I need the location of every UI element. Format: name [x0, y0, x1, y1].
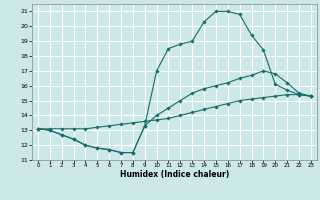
- X-axis label: Humidex (Indice chaleur): Humidex (Indice chaleur): [120, 170, 229, 179]
